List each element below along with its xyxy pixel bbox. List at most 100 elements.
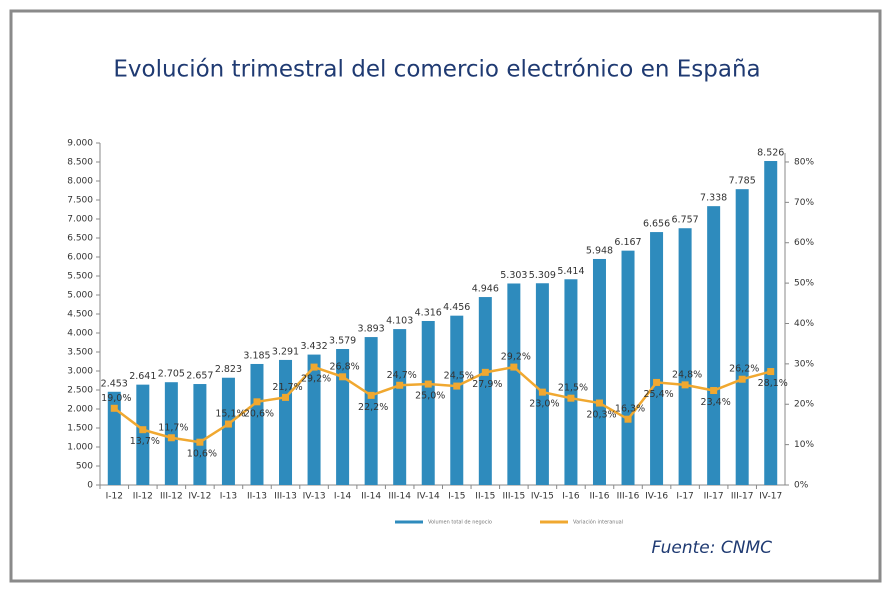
bar: [164, 382, 178, 485]
x-tick-label: IV-14: [417, 492, 440, 502]
y2-tick-label: 30%: [794, 359, 814, 369]
line-value-label: 29,2%: [501, 352, 531, 363]
x-tick-label: III-15: [503, 492, 526, 502]
bar: [478, 297, 492, 485]
x-tick-label: II-15: [475, 492, 495, 502]
x-tick-label: I-17: [676, 492, 693, 502]
bar: [136, 384, 150, 485]
bar-value-label: 5.309: [529, 270, 556, 281]
y-tick-label: 5.500: [67, 272, 93, 282]
line-value-label: 22,2%: [358, 402, 388, 413]
line-value-label: 11,7%: [158, 422, 188, 433]
x-tick-label: IV-12: [188, 492, 211, 502]
x-tick-label: II-17: [704, 492, 724, 502]
frame: [9, 9, 882, 583]
line-value-label: 20,6%: [244, 408, 274, 419]
legend-label: Volumen total de negocio: [428, 520, 492, 526]
bar: [764, 161, 778, 485]
bar-value-label: 2.453: [101, 378, 128, 389]
line-marker: [424, 380, 432, 388]
bar-value-label: 2.641: [129, 371, 156, 382]
bar-value-label: 7.338: [700, 193, 727, 204]
bar: [507, 283, 521, 485]
source: Fuente: CNMC: [652, 538, 773, 558]
line-marker: [167, 434, 175, 442]
line-marker: [282, 393, 290, 401]
line-value-label: 19,0%: [101, 393, 131, 404]
x-tick-label: III-12: [160, 492, 183, 502]
bar-value-label: 4.456: [443, 302, 470, 313]
line-value-label: 13,7%: [130, 436, 160, 447]
bar-value-label: 4.316: [415, 307, 442, 318]
bar-value-label: 3.579: [329, 335, 356, 346]
y-tick-label: 500: [76, 462, 93, 472]
line-marker: [567, 394, 575, 402]
y-tick-label: 6.500: [67, 234, 93, 244]
bar: [421, 320, 435, 485]
y-tick-label: 8.500: [67, 158, 93, 168]
y-tick-label: 3.500: [67, 348, 93, 358]
y2-tick-label: 20%: [794, 400, 814, 410]
bar-value-label: 5.303: [500, 270, 527, 281]
bar: [678, 228, 692, 485]
y-tick-label: 6.000: [67, 253, 93, 263]
y-tick-label: 2.500: [67, 386, 93, 396]
legend-label: Variación interanual: [573, 519, 623, 526]
line-marker: [139, 426, 147, 434]
line-value-label: 26,2%: [729, 364, 759, 375]
line-marker: [453, 382, 461, 390]
line-value-label: 25,4%: [643, 389, 673, 400]
bar: [307, 354, 321, 485]
y-tick-label: 0: [87, 481, 93, 491]
x-tick-label: II-13: [247, 492, 267, 502]
line-marker: [253, 398, 261, 406]
chart-title: Evolución trimestral del comercio electr…: [113, 57, 760, 83]
line-marker: [196, 438, 204, 446]
line-marker: [310, 363, 318, 371]
x-tick-label: III-16: [617, 492, 640, 502]
bar: [107, 391, 121, 485]
x-tick-label: I-12: [106, 492, 123, 502]
line-value-label: 15,1%: [215, 409, 245, 420]
y2-tick-label: 10%: [794, 440, 814, 450]
line-marker: [367, 391, 375, 399]
bar: [193, 384, 207, 485]
bar-value-label: 4.103: [386, 316, 413, 327]
line-marker: [710, 387, 718, 395]
x-tick-label: IV-15: [531, 492, 554, 502]
line-value-label: 21,5%: [558, 383, 588, 394]
x-tick-label: IV-13: [303, 492, 326, 502]
y-tick-label: 4.500: [67, 310, 93, 320]
y2-tick-label: 50%: [794, 279, 814, 289]
line-marker: [224, 420, 232, 428]
line-value-label: 25,0%: [415, 391, 445, 402]
bar-value-label: 3.185: [243, 350, 270, 361]
y-tick-label: 1.000: [67, 443, 93, 453]
line-value-label: 29,2%: [301, 374, 331, 385]
line-value-label: 23,0%: [529, 399, 559, 410]
x-tick-label: I-15: [448, 492, 465, 502]
y2-tick-label: 80%: [794, 157, 814, 167]
x-tick-label: I-14: [334, 492, 352, 502]
x-tick-label: II-12: [133, 492, 153, 502]
y-tick-label: 4.000: [67, 329, 93, 339]
bar: [621, 250, 635, 485]
line-marker: [653, 378, 661, 386]
line-marker: [767, 368, 775, 376]
bar-value-label: 2.657: [186, 371, 213, 382]
line-value-label: 16,3%: [615, 404, 645, 415]
bar-value-label: 3.432: [300, 341, 327, 352]
y-tick-label: 8.000: [67, 177, 93, 187]
line-marker: [339, 373, 347, 381]
bar: [735, 189, 749, 486]
bar-value-label: 6.656: [643, 219, 670, 230]
line-value-label: 24,7%: [387, 370, 417, 381]
bar-value-label: 8.526: [757, 148, 784, 159]
bar: [535, 283, 549, 485]
bar-value-label: 5.948: [586, 245, 613, 256]
y2-tick-label: 70%: [794, 198, 814, 208]
bar: [364, 337, 378, 485]
y-tick-label: 3.000: [67, 367, 93, 377]
